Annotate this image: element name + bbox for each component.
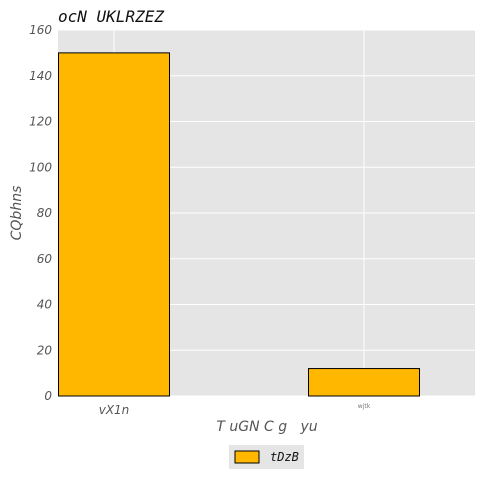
y-tick-label: 60 xyxy=(37,252,53,266)
bars xyxy=(58,52,420,397)
y-tick-label: 100 xyxy=(29,160,52,174)
y-tick-label: 40 xyxy=(37,298,53,312)
y-tick-label: 140 xyxy=(29,69,52,83)
y-tick-labels: 0 20 40 60 80 100 120 140 160 xyxy=(29,23,52,403)
bar-wjtk xyxy=(308,368,420,397)
y-tick-label: 160 xyxy=(29,23,52,37)
x-tick-label: wjtk xyxy=(358,403,371,410)
x-tick-label: vX1n xyxy=(99,403,130,417)
legend: tDzB xyxy=(229,445,304,469)
legend-label: tDzB xyxy=(270,450,299,464)
y-tick-label: 120 xyxy=(29,115,52,129)
legend-swatch xyxy=(234,450,260,464)
y-axis-label: CQbhns xyxy=(9,186,25,241)
x-axis-label: T uGN C g yu xyxy=(216,419,317,435)
y-tick-label: 20 xyxy=(37,343,53,357)
y-tick-label: 80 xyxy=(37,206,53,220)
chart-title: ocN UKLRZEZ xyxy=(58,7,164,26)
y-tick-label: 0 xyxy=(44,389,52,403)
bar-vX1n xyxy=(58,52,170,397)
x-tick-labels: vX1n wjtk xyxy=(99,403,371,417)
